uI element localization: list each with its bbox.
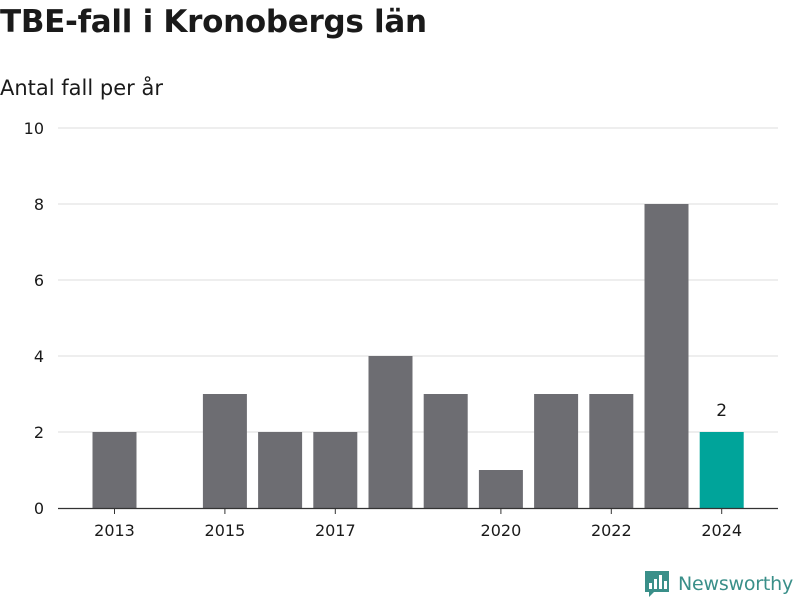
y-tick-label: 10: [24, 119, 44, 138]
data-label-2024: 2: [716, 401, 727, 421]
x-tick-label: 2024: [701, 521, 742, 540]
y-tick-label: 6: [34, 271, 44, 290]
bar-2023: [644, 204, 689, 508]
bar-2021: [534, 394, 579, 508]
brand-name: Newsworthy: [678, 573, 794, 595]
x-tick-label: 2022: [591, 521, 632, 540]
bar-2013: [92, 432, 137, 508]
bar-2022: [589, 394, 634, 508]
y-tick-label: 2: [34, 423, 44, 442]
brand-logo: Newsworthy: [644, 570, 793, 598]
chart-title: TBE-fall i Kronobergs län: [0, 4, 427, 40]
bar-2017: [313, 432, 358, 508]
x-tick-label: 2013: [94, 521, 135, 540]
chart-subtitle: Antal fall per år: [0, 76, 163, 100]
bar-2016: [258, 432, 303, 508]
bar-2018: [368, 356, 413, 508]
bar-chart: 0 2 4 6 8 10 2013 2015 2017 2020 2022 2024 2: [24, 119, 778, 540]
x-tick-label: 2020: [481, 521, 522, 540]
y-tick-label: 4: [34, 347, 44, 366]
y-tick-label: 8: [34, 195, 44, 214]
bar-2019: [423, 394, 468, 508]
bar-2024: [699, 432, 744, 508]
bar-2015: [202, 394, 247, 508]
newsworthy-logo-icon: [645, 571, 669, 597]
x-tick-label: 2017: [315, 521, 356, 540]
bar-2020: [478, 470, 523, 508]
x-tick-label: 2015: [205, 521, 246, 540]
y-tick-label: 0: [34, 499, 44, 518]
